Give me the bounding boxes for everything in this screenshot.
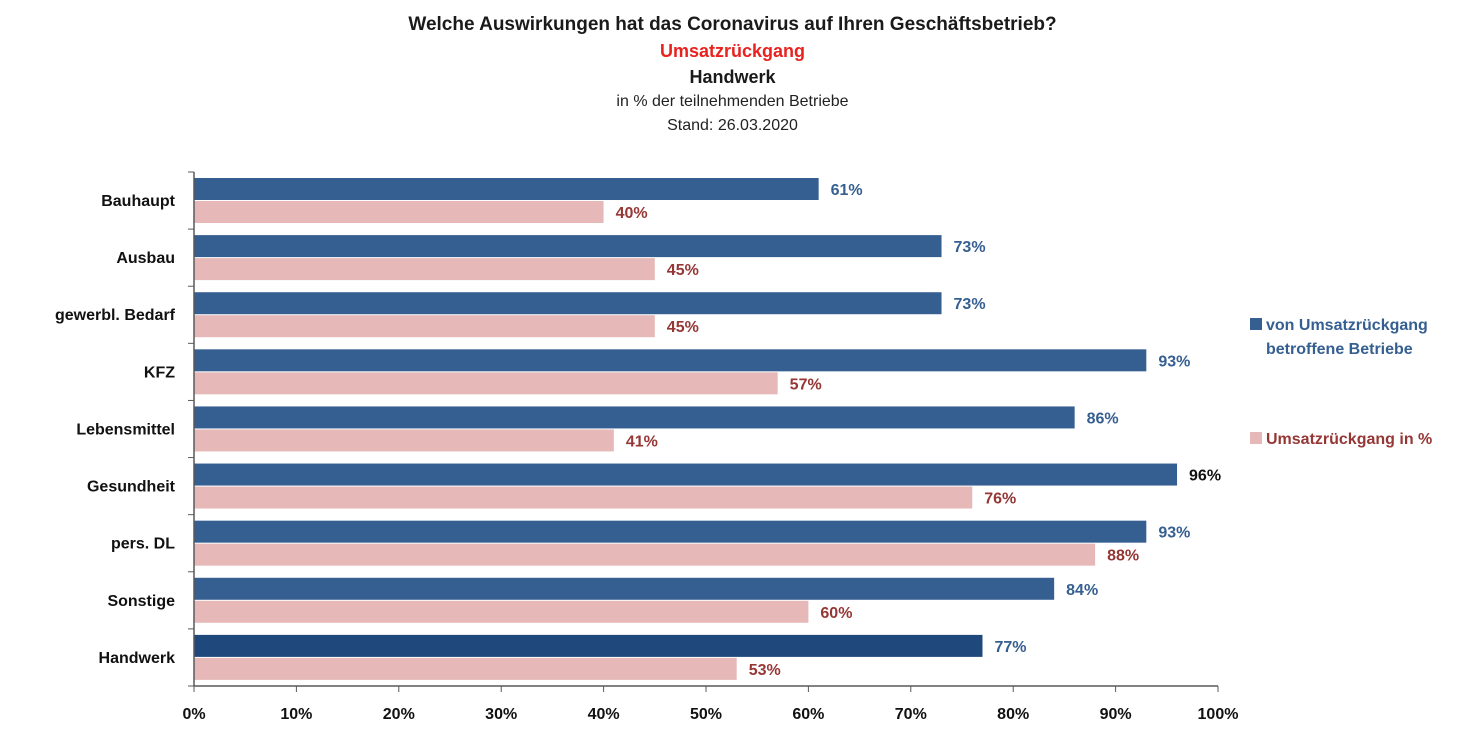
bar-series2 (194, 486, 973, 509)
data-label-series2: 41% (626, 433, 658, 450)
bar-series2 (194, 657, 737, 680)
category-label: Bauhaupt (101, 193, 175, 210)
bar-series1 (194, 634, 983, 657)
x-tick-label: 40% (588, 706, 620, 723)
bar-series1 (194, 349, 1147, 372)
chart-title-block: Welche Auswirkungen hat das Coronavirus … (0, 12, 1465, 138)
bar-series2 (194, 201, 604, 223)
bar-series1 (194, 235, 942, 258)
legend-label-series1-line2: betroffene Betriebe (1266, 341, 1413, 358)
data-label-series1: 73% (954, 296, 986, 313)
legend-swatch-series2 (1250, 432, 1262, 444)
bar-series1 (194, 520, 1147, 543)
data-label-series1: 96% (1189, 468, 1221, 485)
data-label-series2: 60% (820, 605, 852, 622)
legend-item-series2: Umsatzrückgang in % (1250, 428, 1432, 452)
category-label: Gesundheit (87, 479, 176, 496)
category-label: Lebensmittel (76, 421, 175, 438)
data-label-series2: 45% (667, 262, 699, 279)
chart-title: Welche Auswirkungen hat das Coronavirus … (408, 14, 1057, 35)
data-label-series2: 88% (1107, 548, 1139, 565)
bar-series2 (194, 258, 655, 281)
x-tick-label: 60% (792, 706, 824, 723)
category-label: Sonstige (107, 593, 175, 610)
x-tick-label: 10% (280, 706, 312, 723)
chart-note: in % der teilnehmenden Betriebe (616, 93, 849, 110)
legend-swatch-series1 (1250, 318, 1262, 330)
x-tick-label: 70% (895, 706, 927, 723)
data-label-series2: 57% (790, 376, 822, 393)
bar-series1 (194, 577, 1055, 600)
x-tick-label: 30% (485, 706, 517, 723)
bar-series2 (194, 372, 778, 395)
x-tick-label: 0% (182, 706, 205, 723)
data-label-series1: 93% (1158, 353, 1190, 370)
bar-series2 (194, 315, 655, 338)
bar-series1 (194, 463, 1178, 486)
bar-series1 (194, 406, 1075, 429)
bar-series2 (194, 543, 1096, 566)
category-label: Ausbau (116, 250, 175, 267)
data-label-series2: 76% (984, 491, 1016, 508)
category-label: gewerbl. Bedarf (55, 307, 176, 324)
x-tick-label: 20% (383, 706, 415, 723)
category-label: KFZ (144, 364, 175, 381)
legend-label-series1-line1: von Umsatzrückgang (1266, 317, 1428, 334)
x-tick-label: 50% (690, 706, 722, 723)
bar-series1 (194, 178, 819, 200)
category-label: Handwerk (99, 650, 176, 667)
data-label-series1: 77% (994, 639, 1026, 656)
x-tick-label: 100% (1198, 706, 1239, 723)
chart-subtitle-2: Handwerk (689, 67, 776, 87)
bar-series2 (194, 429, 614, 452)
legend-item-series1: von Umsatzrückgang betroffene Betriebe (1250, 314, 1428, 362)
data-label-series1: 73% (954, 239, 986, 256)
x-tick-label: 80% (997, 706, 1029, 723)
data-label-series1: 84% (1066, 582, 1098, 599)
data-label-series2: 53% (749, 662, 781, 679)
x-tick-label: 90% (1100, 706, 1132, 723)
category-label: pers. DL (111, 536, 175, 553)
bar-series2 (194, 600, 809, 623)
data-label-series1: 86% (1087, 410, 1119, 427)
legend-label-series2: Umsatzrückgang in % (1266, 431, 1433, 448)
data-label-series1: 93% (1158, 525, 1190, 542)
data-label-series2: 45% (667, 319, 699, 336)
data-label-series1: 61% (831, 182, 863, 199)
bar-series1 (194, 292, 942, 315)
data-label-series2: 40% (616, 205, 648, 222)
chart-subtitle: Umsatzrückgang (659, 41, 806, 61)
chart-date: Stand: 26.03.2020 (667, 117, 798, 134)
